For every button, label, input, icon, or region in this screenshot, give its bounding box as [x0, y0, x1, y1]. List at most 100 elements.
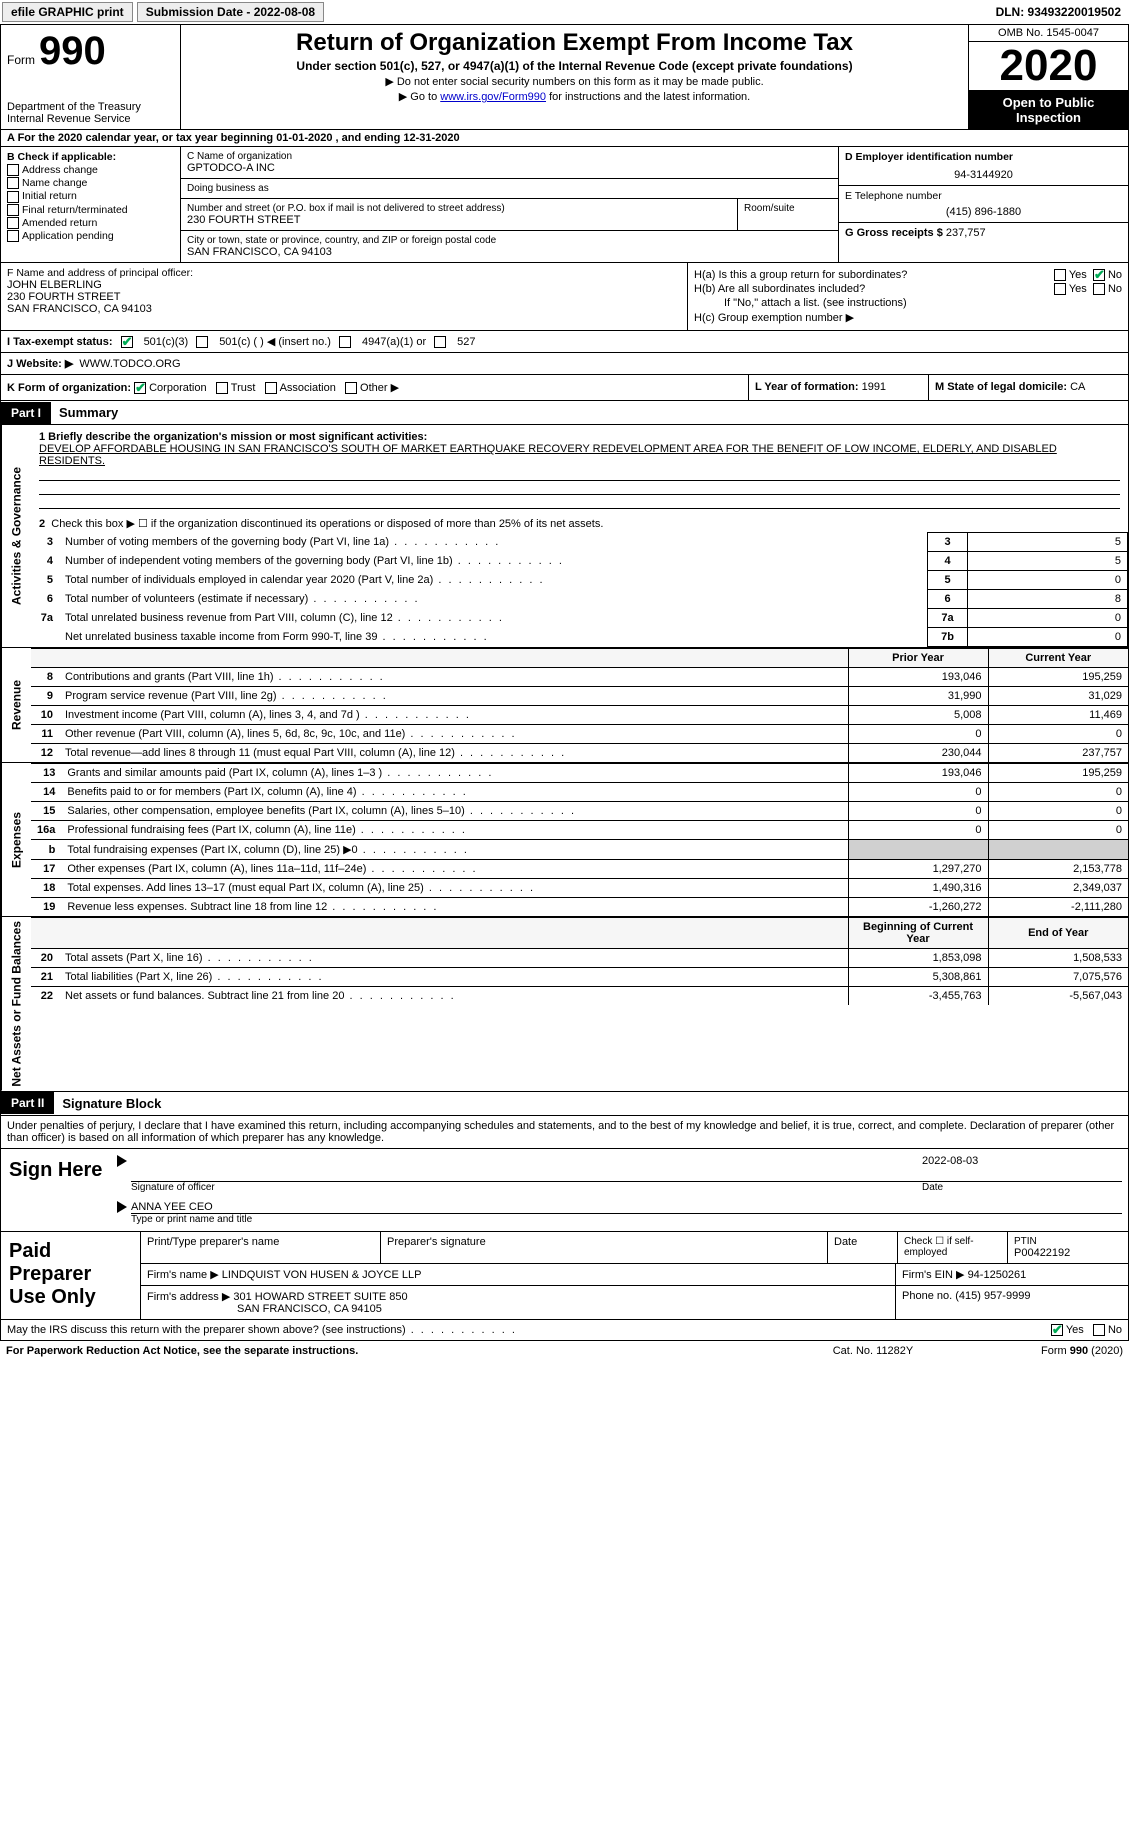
header-right: OMB No. 1545-0047 2020 Open to Public In…: [968, 25, 1128, 129]
chk-501c[interactable]: [196, 336, 208, 348]
form-ref: Form 990 (2020): [963, 1345, 1123, 1357]
box-i-tax-status: I Tax-exempt status: 501(c)(3) 501(c) ( …: [0, 331, 1129, 353]
firm-name-cell: Firm's name ▶ LINDQUIST VON HUSEN & JOYC…: [141, 1264, 896, 1285]
self-employed-cell: Check ☐ if self-employed: [898, 1232, 1008, 1263]
revenue-content: Prior YearCurrent Year8Contributions and…: [31, 648, 1128, 762]
ha-no-checkbox[interactable]: [1093, 269, 1105, 281]
dba-cell: Doing business as: [181, 179, 838, 199]
discuss-no-checkbox[interactable]: [1093, 1324, 1105, 1336]
table-row: 19Revenue less expenses. Subtract line 1…: [31, 898, 1128, 917]
firm-phone-cell: Phone no. (415) 957-9999: [896, 1286, 1128, 1319]
chk-final-return[interactable]: Final return/terminated: [7, 204, 174, 216]
opt-label: Other ▶: [360, 382, 399, 394]
ptin-value: P00422192: [1014, 1247, 1122, 1259]
sig-date-label: Date: [922, 1182, 1122, 1193]
firm-ein-cell: Firm's EIN ▶ 94-1250261: [896, 1264, 1128, 1285]
blank-line: [39, 467, 1120, 481]
table-row: 14Benefits paid to or for members (Part …: [31, 783, 1128, 802]
discuss-with-preparer-row: May the IRS discuss this return with the…: [0, 1320, 1129, 1341]
chk-amended-return[interactable]: Amended return: [7, 217, 174, 229]
chk-address-change[interactable]: Address change: [7, 164, 174, 176]
yes-label: Yes: [1069, 283, 1087, 295]
opt-label: Corporation: [149, 382, 206, 394]
opt-label: Association: [280, 382, 336, 394]
chk-4947[interactable]: [339, 336, 351, 348]
hb-note: If "No," attach a list. (see instruction…: [694, 297, 1122, 309]
ptin-label: PTIN: [1014, 1236, 1122, 1247]
irs-link[interactable]: www.irs.gov/Form990: [440, 91, 546, 103]
opt-label: Trust: [231, 382, 256, 394]
mission-text: DEVELOP AFFORDABLE HOUSING IN SAN FRANCI…: [39, 443, 1120, 467]
ha-label: H(a) Is this a group return for subordin…: [694, 269, 907, 281]
revenue-side-label: Revenue: [1, 648, 31, 762]
discuss-yes-checkbox[interactable]: [1051, 1324, 1063, 1336]
table-row: 6Total number of volunteers (estimate if…: [31, 590, 1128, 609]
room-label: Room/suite: [744, 203, 832, 214]
sig-officer-label: Signature of officer: [131, 1182, 922, 1193]
table-header-row: Prior YearCurrent Year: [31, 649, 1128, 668]
part2-tab: Part II: [1, 1092, 54, 1114]
no-label: No: [1108, 283, 1122, 295]
hb-yes-checkbox[interactable]: [1054, 283, 1066, 295]
part2-header: Part II Signature Block: [0, 1092, 1129, 1116]
chk-initial-return[interactable]: Initial return: [7, 190, 174, 202]
form-header: Form 990 Department of the Treasury Inte…: [0, 25, 1129, 130]
submission-date-badge: Submission Date - 2022-08-08: [137, 2, 324, 22]
box-b-checkboxes: B Check if applicable: Address change Na…: [1, 147, 181, 262]
ha-yes-checkbox[interactable]: [1054, 269, 1066, 281]
paid-preparer-row: Paid Preparer Use Only Print/Type prepar…: [0, 1232, 1129, 1320]
phone-value: (415) 896-1880: [845, 206, 1122, 218]
preparer-header-row: Print/Type preparer's name Preparer's si…: [141, 1232, 1128, 1264]
org-name-label: C Name of organization: [187, 151, 832, 162]
form-note-1: ▶ Do not enter social security numbers o…: [189, 75, 960, 88]
chk-name-change[interactable]: Name change: [7, 177, 174, 189]
table-row: bTotal fundraising expenses (Part IX, co…: [31, 840, 1128, 860]
mission-block: 1 Briefly describe the organization's mi…: [31, 425, 1128, 515]
dln-label: DLN: 93493220019502: [996, 5, 1127, 19]
sign-here-row: Sign Here 2022-08-03 Signature of office…: [0, 1149, 1129, 1232]
preparer-name-header: Print/Type preparer's name: [141, 1232, 381, 1263]
table-row: Net unrelated business taxable income fr…: [31, 628, 1128, 647]
form-subtitle: Under section 501(c), 527, or 4947(a)(1)…: [189, 59, 960, 73]
revenue-section: Revenue Prior YearCurrent Year8Contribut…: [0, 648, 1129, 763]
part1-tab: Part I: [1, 402, 51, 424]
chk-label: Address change: [22, 164, 98, 176]
efile-print-button[interactable]: efile GRAPHIC print: [2, 2, 133, 22]
header-center: Return of Organization Exempt From Incom…: [181, 25, 968, 129]
officer-signature-field[interactable]: [131, 1155, 922, 1167]
hb-label: H(b) Are all subordinates included?: [694, 283, 865, 295]
firm-addr2: SAN FRANCISCO, CA 94105: [237, 1303, 382, 1315]
form-number: 990: [39, 29, 106, 74]
preparer-date-header: Date: [828, 1232, 898, 1263]
arrow-icon: [117, 1155, 127, 1167]
table-row: 13Grants and similar amounts paid (Part …: [31, 764, 1128, 783]
chk-application-pending[interactable]: Application pending: [7, 230, 174, 242]
phone-cell: E Telephone number (415) 896-1880: [839, 185, 1128, 222]
sign-fields: 2022-08-03 Signature of officer Date ANN…: [111, 1149, 1128, 1231]
website-value: WWW.TODCO.ORG: [79, 358, 180, 370]
state-value: CA: [1070, 381, 1085, 393]
expenses-table: 13Grants and similar amounts paid (Part …: [31, 763, 1128, 916]
website-label: J Website: ▶: [7, 357, 73, 370]
chk-association[interactable]: [265, 382, 277, 394]
chk-527[interactable]: [434, 336, 446, 348]
form-org-cell: K Form of organization: Corporation Trus…: [1, 375, 748, 400]
gross-label: G Gross receipts $: [845, 227, 943, 239]
opt-label: 501(c)(3): [144, 336, 189, 348]
hb-no-checkbox[interactable]: [1093, 283, 1105, 295]
chk-corporation[interactable]: [134, 382, 146, 394]
table-row: 15Salaries, other compensation, employee…: [31, 802, 1128, 821]
header-left: Form 990 Department of the Treasury Inte…: [1, 25, 181, 129]
note2-post: for instructions and the latest informat…: [546, 91, 750, 103]
year-formation-cell: L Year of formation: 1991: [748, 375, 928, 400]
governance-side-label: Activities & Governance: [1, 425, 31, 647]
street-value: 230 FOURTH STREET: [187, 214, 731, 226]
note2-pre: ▶ Go to: [399, 91, 440, 103]
chk-other[interactable]: [345, 382, 357, 394]
expenses-content: 13Grants and similar amounts paid (Part …: [31, 763, 1128, 916]
chk-501c3[interactable]: [121, 336, 133, 348]
blank-line: [39, 495, 1120, 509]
declaration-text: Under penalties of perjury, I declare th…: [0, 1116, 1129, 1149]
chk-trust[interactable]: [216, 382, 228, 394]
department-label: Department of the Treasury Internal Reve…: [7, 101, 174, 125]
